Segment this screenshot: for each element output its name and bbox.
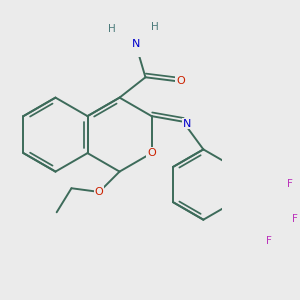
- Text: O: O: [95, 187, 103, 197]
- Text: F: F: [287, 178, 293, 189]
- Text: O: O: [147, 148, 156, 158]
- Text: F: F: [266, 236, 272, 246]
- Text: F: F: [292, 214, 298, 224]
- Text: N: N: [132, 39, 140, 49]
- Text: O: O: [176, 76, 185, 86]
- Text: H: H: [108, 24, 116, 34]
- Text: N: N: [183, 118, 192, 128]
- Text: H: H: [151, 22, 159, 32]
